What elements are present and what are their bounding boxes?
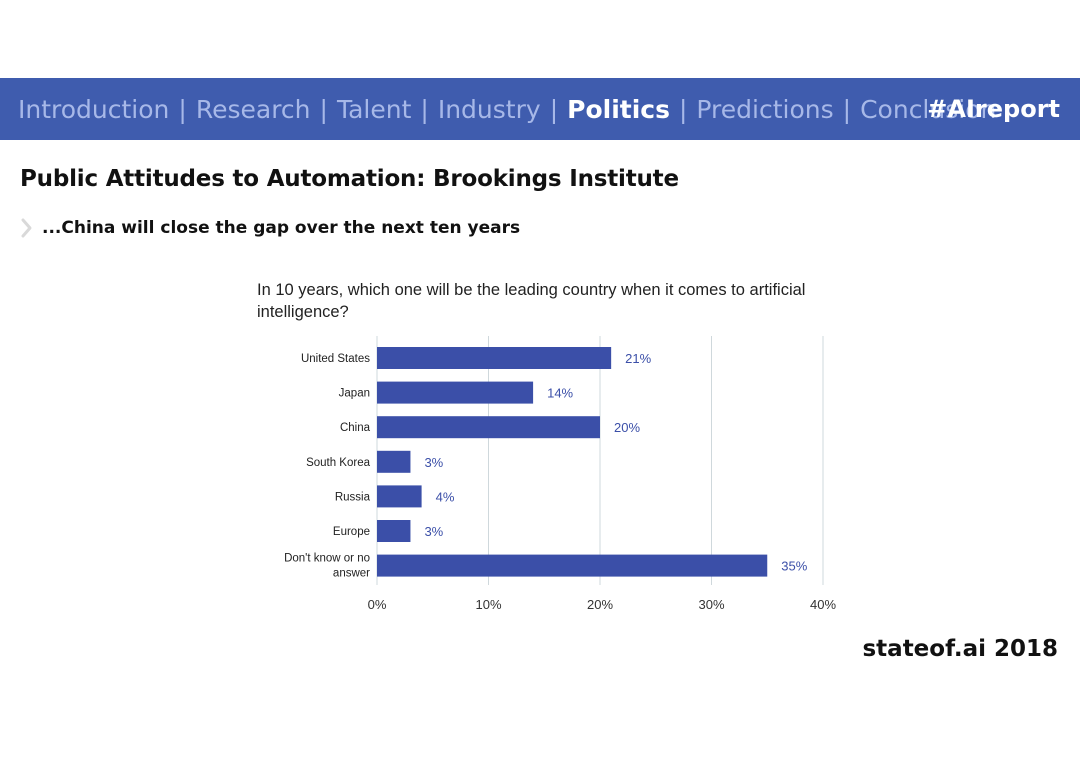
nav-item-politics[interactable]: Politics [567,94,670,124]
chevron-right-icon [21,218,32,238]
category-label: United States [301,353,370,365]
category-label: China [340,422,371,434]
bar-value-label: 3% [424,455,443,470]
x-tick-label: 30% [698,597,724,612]
bar-japan [377,381,534,404]
section-nav: Introduction | Research | Talent | Industry | Po… [18,78,996,140]
nav-item-industry[interactable]: Industry [437,94,541,124]
bar-united-states [377,347,612,369]
x-tick-label: 0% [368,597,387,612]
category-label: Europe [333,526,370,538]
nav-separator: | [420,94,429,124]
x-tick-label: 40% [810,597,836,612]
nav-item-talent[interactable]: Talent [336,94,412,124]
x-tick-label: 10% [475,597,501,612]
bar-value-label: 3% [424,524,443,539]
bar-china [377,416,600,439]
category-label: Russia [335,491,371,503]
bar-value-label: 4% [436,489,455,504]
nav-separator: | [678,94,688,124]
bar-value-label: 21% [625,351,651,366]
bar-value-label: 14% [547,386,573,401]
footer-brand: stateof.ai 2018 [862,636,1058,662]
nav-item-introduction[interactable]: Introduction [18,94,170,124]
slide-subtitle: ...China will close the gap over the nex… [42,218,521,238]
subtitle-row: ...China will close the gap over the nex… [20,217,520,239]
bar-europe [377,520,411,542]
x-tick-label: 20% [587,597,613,612]
nav-item-conclusion[interactable]: Conclusion [860,94,997,124]
hashtag-label: #AIreport [927,95,1060,123]
slide-title: Public Attitudes to Automation: Brooking… [20,166,679,192]
category-label: Don't know or no answer [284,553,370,580]
nav-separator: | [178,94,187,124]
bar-don-t-know-or-no-answer [377,554,768,577]
top-nav-bar: Introduction | Research | Talent | Industry | Po… [0,78,1080,140]
bar-south-korea [377,450,411,473]
category-label: Japan [339,388,370,400]
bar-russia [377,485,422,508]
bar-value-label: 20% [614,420,640,435]
chart-title: In 10 years, which one will be the leadi… [257,281,806,321]
nav-separator: | [842,94,852,124]
nav-separator: | [549,94,559,124]
nav-item-predictions[interactable]: Predictions [696,94,834,124]
category-label: South Korea [306,457,371,469]
nav-item-research[interactable]: Research [195,94,311,124]
bar-value-label: 35% [781,559,807,574]
nav-separator: | [319,94,328,124]
